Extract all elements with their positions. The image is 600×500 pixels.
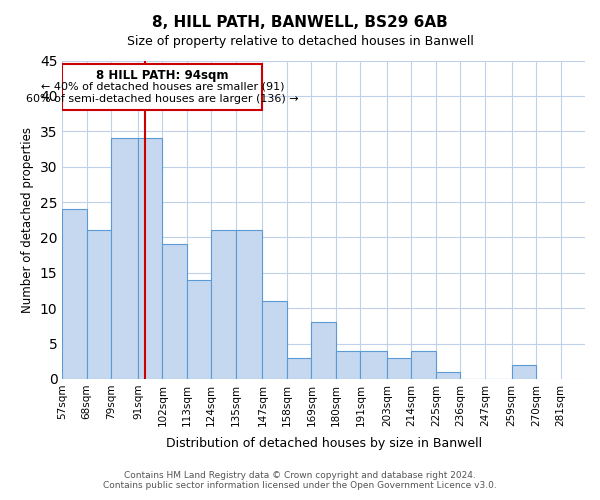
Text: Size of property relative to detached houses in Banwell: Size of property relative to detached ho…: [127, 35, 473, 48]
Bar: [111, 138, 138, 379]
Text: ← 40% of detached houses are smaller (91): ← 40% of detached houses are smaller (91…: [41, 82, 284, 92]
Bar: [387, 358, 412, 379]
Text: 8, HILL PATH, BANWELL, BS29 6AB: 8, HILL PATH, BANWELL, BS29 6AB: [152, 15, 448, 30]
Text: Contains HM Land Registry data © Crown copyright and database right 2024.
Contai: Contains HM Land Registry data © Crown c…: [103, 470, 497, 490]
Bar: [512, 365, 536, 379]
Bar: [187, 280, 211, 379]
FancyBboxPatch shape: [62, 64, 262, 110]
Bar: [412, 350, 436, 379]
Y-axis label: Number of detached properties: Number of detached properties: [21, 126, 34, 312]
Text: 60% of semi-detached houses are larger (136) →: 60% of semi-detached houses are larger (…: [26, 94, 299, 104]
X-axis label: Distribution of detached houses by size in Banwell: Distribution of detached houses by size …: [166, 437, 482, 450]
Bar: [361, 350, 387, 379]
Bar: [236, 230, 262, 379]
Text: 8 HILL PATH: 94sqm: 8 HILL PATH: 94sqm: [96, 69, 229, 82]
Bar: [87, 230, 111, 379]
Bar: [138, 138, 163, 379]
Bar: [62, 209, 87, 379]
Bar: [436, 372, 460, 379]
Bar: [262, 301, 287, 379]
Bar: [336, 350, 361, 379]
Bar: [311, 322, 336, 379]
Bar: [163, 244, 187, 379]
Bar: [211, 230, 236, 379]
Bar: [287, 358, 311, 379]
